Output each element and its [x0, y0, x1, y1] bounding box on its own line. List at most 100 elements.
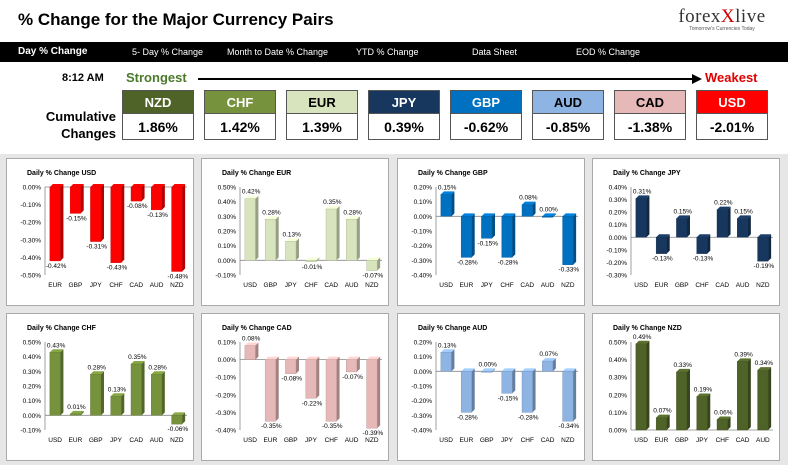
bar [49, 352, 61, 416]
y-tick-label: 0.20% [414, 185, 433, 192]
currency-box-gbp: GBP -0.62% [450, 90, 522, 140]
x-tick-label: CAD [520, 282, 534, 289]
bar-side [747, 215, 751, 238]
bar [635, 198, 647, 238]
bar [501, 216, 513, 258]
bar [110, 396, 122, 416]
y-tick-label: -0.30% [606, 273, 627, 280]
chart-svg: Daily % Change GBP 0.20% 0.10% 0.00% -0.10% -… [411, 170, 579, 289]
currency-change-value: -1.38% [614, 114, 686, 140]
bar [49, 186, 61, 262]
bar-top [366, 356, 381, 360]
bar [501, 371, 513, 394]
bar-side [336, 206, 340, 261]
bar [130, 363, 142, 416]
chart-nzd: Daily % Change NZD 0.50% 0.40% 0.30% 0.20% 0.… [592, 313, 780, 461]
data-label: 0.31% [633, 188, 652, 195]
bar-side [80, 184, 84, 214]
chart-title: Daily % Change NZD [613, 325, 682, 332]
data-label: 0.43% [47, 342, 66, 349]
tab-day-change[interactable]: Day % Change [18, 46, 88, 57]
bar-side [451, 349, 455, 372]
bar-top [346, 356, 360, 360]
data-label: -0.35% [261, 423, 282, 430]
data-label: -0.39% [363, 430, 384, 437]
y-tick-label: -0.10% [411, 229, 432, 236]
x-tick-label: CHF [521, 437, 534, 444]
x-tick-label: GBP [480, 437, 494, 444]
x-tick-label: CHF [304, 282, 317, 289]
tab-5-day-change[interactable]: 5- Day % Change [132, 47, 204, 57]
y-tick-label: 0.50% [609, 340, 628, 347]
header-bar: % Change for the Major Currency Pairs fo… [0, 0, 788, 42]
data-label: -0.08% [281, 376, 302, 383]
bar-top [440, 191, 455, 195]
x-tick-label: AUD [736, 282, 750, 289]
data-label: 0.34% [755, 360, 774, 367]
x-tick-label: GBP [675, 437, 689, 444]
y-tick-label: -0.10% [411, 384, 432, 391]
currency-box-eur: EUR 1.39% [286, 90, 358, 140]
bar-top [49, 349, 64, 353]
bar-top [696, 234, 711, 238]
bar-top [717, 416, 731, 420]
bar-top [244, 195, 259, 199]
bar-top [326, 356, 340, 360]
chart-svg: Daily % Change EUR 0.50% 0.40% 0.30% 0.20% 0.… [215, 170, 384, 289]
bar [264, 219, 276, 261]
bar-top [542, 358, 556, 362]
tab-data-sheet[interactable]: Data Sheet [472, 47, 518, 57]
y-tick-label: -0.10% [20, 428, 41, 435]
y-tick-label: -0.40% [411, 273, 432, 280]
y-tick-label: -0.40% [215, 428, 236, 435]
x-tick-label: AUD [756, 437, 770, 444]
forexlive-logo[interactable]: forexXlive Tomorrow's Currencies Today [674, 6, 770, 36]
data-label: -0.01% [302, 264, 323, 271]
bar [655, 417, 667, 431]
currency-name: CHF [204, 90, 276, 114]
bar [562, 216, 574, 265]
tab-eod-change[interactable]: EOD % Change [576, 47, 641, 57]
bar-side [727, 206, 731, 238]
bar [305, 260, 317, 263]
data-label: 0.08% [242, 336, 261, 343]
tab-ytd-change[interactable]: YTD % Change [356, 47, 419, 57]
bar-top [326, 206, 340, 209]
tab-month-to-date[interactable]: Month to Date % Change [227, 47, 329, 57]
x-tick-label: NZD [365, 437, 379, 444]
x-tick-label: USD [48, 437, 62, 444]
x-tick-label: USD [634, 282, 648, 289]
x-tick-label: USD [439, 282, 453, 289]
bar-side [377, 257, 381, 271]
strength-arrow-line [198, 78, 694, 80]
bar-top [131, 184, 145, 187]
tab-bar: Day % Change 5- Day % Change Month to Da… [0, 42, 788, 62]
y-tick-label: -0.10% [606, 247, 627, 254]
chart-svg: Daily % Change CAD 0.10% 0.00% -0.10% -0.20%… [215, 325, 384, 444]
data-label: 0.13% [282, 231, 301, 238]
bar [481, 216, 493, 239]
bar [90, 186, 102, 242]
y-tick-label: 0.40% [218, 199, 237, 206]
bar-side [512, 213, 516, 258]
data-label: -0.07% [363, 273, 384, 280]
y-tick-label: 0.00% [414, 369, 433, 376]
bar [244, 345, 256, 360]
chart-title: Daily % Change AUD [418, 325, 487, 332]
bar-side [532, 368, 536, 413]
x-tick-label: NZD [170, 437, 184, 444]
timestamp: 8:12 AM [62, 72, 104, 84]
bar-top [481, 213, 495, 217]
y-tick-label: -0.10% [215, 375, 236, 382]
bar-side [182, 184, 186, 272]
data-label: 0.07% [539, 351, 558, 358]
currency-box-nzd: NZD 1.86% [122, 90, 194, 140]
bar [440, 194, 452, 217]
x-tick-label: GBP [264, 282, 278, 289]
bar [757, 369, 769, 431]
currency-change-value: 1.39% [286, 114, 358, 140]
bar-top [90, 184, 104, 187]
data-label: 0.33% [673, 362, 692, 369]
bar-top [285, 238, 299, 242]
bar-top [737, 215, 751, 219]
